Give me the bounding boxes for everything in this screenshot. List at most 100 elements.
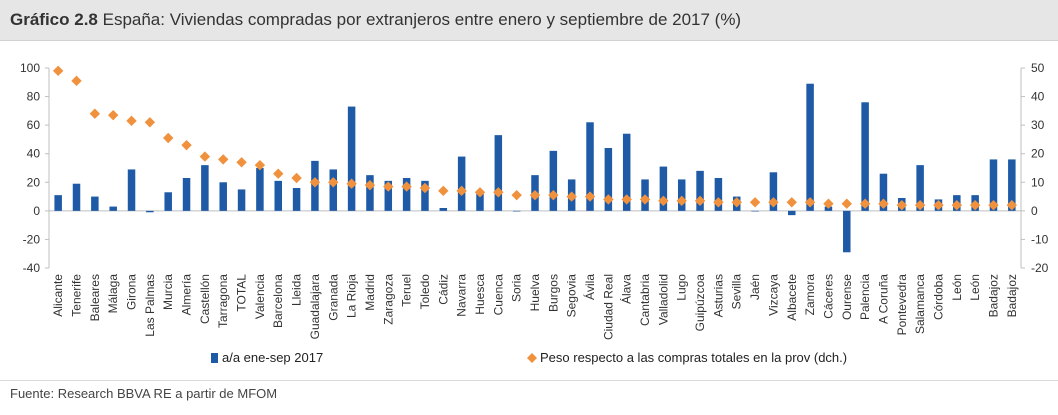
category-label: Granada <box>326 274 340 321</box>
bar <box>1008 159 1016 211</box>
chart-title: Gráfico 2.8 España: Viviendas compradas … <box>10 10 741 30</box>
marker-point <box>107 109 119 121</box>
marker-point <box>933 199 944 211</box>
y-right-tick-label: 50 <box>1031 61 1045 75</box>
bar <box>201 165 209 211</box>
marker-point <box>89 108 101 119</box>
bar <box>806 83 814 211</box>
marker-point <box>474 187 486 198</box>
bar <box>439 208 448 211</box>
category-label: La Rioja <box>345 274 359 318</box>
y-left-tick-label: 20 <box>27 175 41 189</box>
marker-point <box>456 185 467 197</box>
category-label: Ávila <box>582 274 597 300</box>
category-label: Huelva <box>528 274 542 312</box>
bar <box>843 210 851 253</box>
marker-point <box>199 151 211 162</box>
category-label: Huesca <box>473 274 487 315</box>
marker-point <box>676 195 687 207</box>
bar <box>329 169 338 211</box>
marker-point <box>529 189 541 201</box>
marker-point <box>181 139 192 151</box>
bar <box>127 169 136 211</box>
bar <box>256 168 264 211</box>
marker-point <box>52 65 64 77</box>
marker-point <box>694 195 706 207</box>
category-label: Lleida <box>290 274 304 306</box>
category-label: Tenerife <box>70 274 84 317</box>
bar <box>714 178 723 211</box>
marker-point <box>914 199 926 211</box>
chart-title-prefix: Gráfico 2.8 <box>10 10 98 29</box>
marker-point <box>786 197 797 208</box>
marker-point <box>1006 199 1018 211</box>
marker-point <box>218 154 229 165</box>
y-left-tick-label: -40 <box>23 261 41 275</box>
marker-point <box>658 195 669 207</box>
category-label: Valencia <box>253 274 267 319</box>
marker-point <box>823 198 834 209</box>
bar <box>494 135 503 211</box>
legend-bar-swatch <box>211 353 218 363</box>
bar <box>769 172 778 211</box>
marker-point <box>493 187 504 198</box>
category-label: León <box>968 274 982 301</box>
marker-point <box>841 198 852 209</box>
category-label: Ourense <box>840 274 854 320</box>
bar <box>292 188 301 211</box>
y-right-tick-label: -10 <box>1031 232 1049 246</box>
marker-point <box>859 198 871 209</box>
legend-marker-label: Peso respecto a las compras totales en l… <box>540 350 847 365</box>
category-label: Ciudad Real <box>601 274 615 340</box>
marker-point <box>328 177 339 188</box>
category-label: Zaragoza <box>381 274 395 325</box>
y-right-tick-label: -20 <box>1031 261 1049 275</box>
bar <box>182 178 191 211</box>
category-label: Madrid <box>363 274 377 311</box>
y-right-tick-label: 30 <box>1031 118 1045 132</box>
bar <box>659 166 668 211</box>
category-label: Girona <box>125 274 139 310</box>
bar <box>402 178 411 211</box>
category-label: Almería <box>180 274 194 316</box>
marker-point <box>401 181 412 192</box>
marker-point <box>383 181 394 192</box>
category-label: Guadalajara <box>308 274 322 340</box>
y-right-tick-label: 10 <box>1031 175 1045 189</box>
bar <box>237 189 246 211</box>
marker-point <box>621 194 632 205</box>
category-label: Alicante <box>51 274 65 317</box>
category-label: Toledo <box>418 274 432 310</box>
category-label: Castellón <box>198 274 212 324</box>
category-label: Badajoz <box>1005 274 1019 317</box>
y-right-tick-label: 20 <box>1031 147 1045 161</box>
bar <box>989 159 998 211</box>
category-label: Albacete <box>785 274 799 321</box>
marker-point <box>126 115 137 127</box>
marker-point <box>804 197 816 208</box>
bar <box>916 165 924 211</box>
category-label: Cádiz <box>436 274 450 305</box>
marker-point <box>548 189 559 201</box>
category-label: León <box>950 274 964 301</box>
marker-point <box>749 197 761 208</box>
category-label: Lugo <box>675 274 689 301</box>
marker-point <box>438 185 449 197</box>
marker-point <box>71 75 82 87</box>
bar <box>146 210 154 213</box>
category-label: Valladolid <box>656 274 670 325</box>
marker-point <box>419 182 431 194</box>
category-label: Las Palmas <box>143 274 157 337</box>
chart-title-text: España: Viviendas compradas por extranje… <box>102 10 742 29</box>
bar <box>751 210 759 212</box>
bar <box>54 195 62 211</box>
marker-point <box>639 194 651 205</box>
marker-point <box>273 168 284 179</box>
bar <box>677 179 686 211</box>
y-left-tick-label: 100 <box>20 61 40 75</box>
marker-point <box>291 172 302 184</box>
category-label: Cuenca <box>491 274 505 316</box>
marker-point <box>713 197 724 208</box>
category-label: Palencia <box>858 274 872 320</box>
bar <box>164 192 172 211</box>
